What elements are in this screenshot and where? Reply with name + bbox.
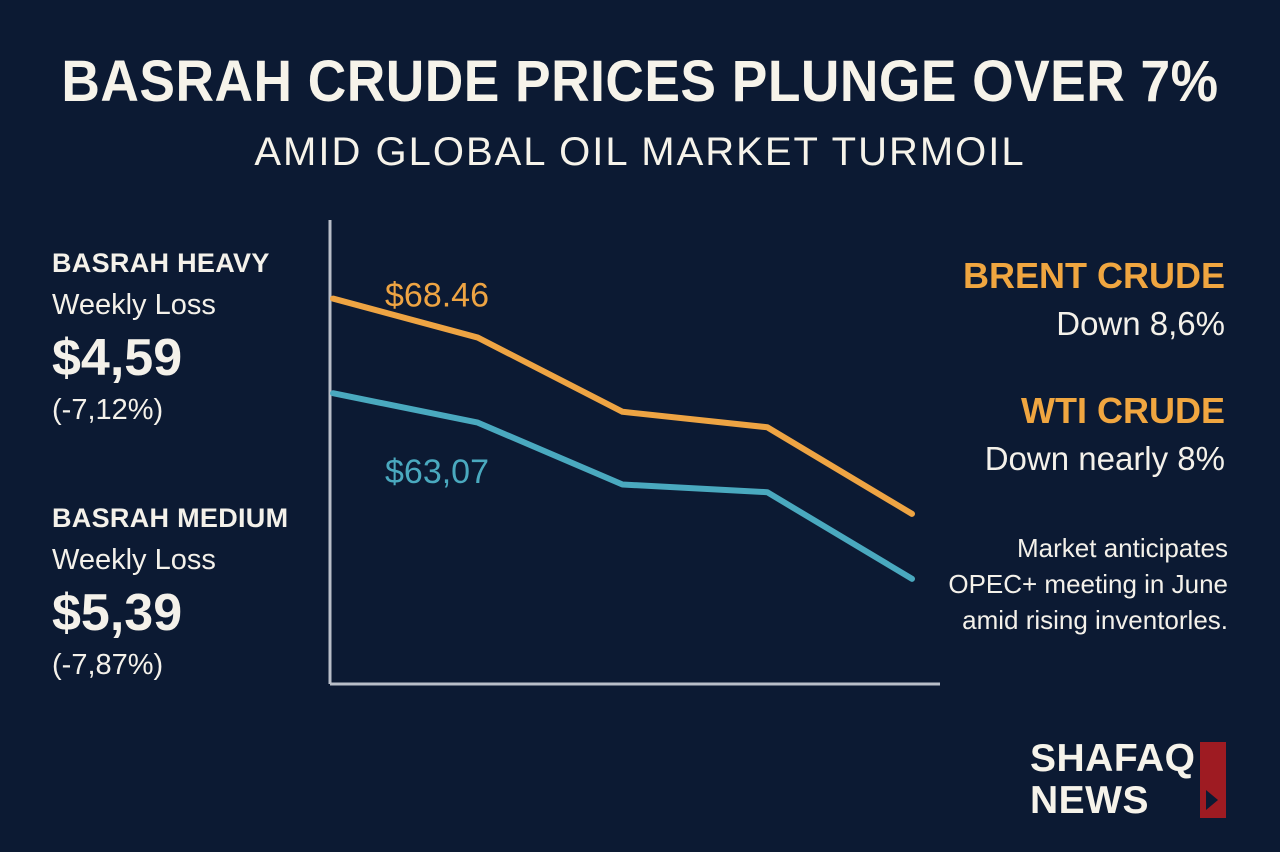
- market-note: Market anticipates OPEC+ meeting in June…: [948, 533, 1228, 635]
- basrah-heavy-panel: BASRAH HEAVY Weekly Loss $4,59 (-7,12%): [52, 248, 270, 427]
- basrah-heavy-name: BASRAH HEAVY: [52, 248, 270, 278]
- logo-mark-icon: [1200, 742, 1226, 818]
- basrah-medium-percent: (-7,87%): [52, 649, 164, 681]
- logo-line-1: SHAFAQ: [1030, 737, 1196, 780]
- basrah-heavy-value: $4,59: [52, 329, 183, 387]
- logo-line-2: NEWS: [1030, 779, 1149, 822]
- wti-panel: WTI CRUDE Down nearly 8%: [985, 390, 1225, 478]
- headline-subtitle: AMID GLOBAL OIL MARKET TURMOIL: [254, 130, 1026, 174]
- basrah-medium-caption: Weekly Loss: [52, 544, 216, 576]
- brent-data-label: $68.46: [385, 277, 489, 315]
- headline-title: BASRAH CRUDE PRICES PLUNGE OVER 7%: [61, 49, 1219, 114]
- wti-name: WTI CRUDE: [1021, 390, 1225, 431]
- basrah-medium-panel: BASRAH MEDIUM Weekly Loss $5,39 (-7,87%): [52, 503, 288, 682]
- brent-name: BRENT CRUDE: [962, 255, 1225, 296]
- brent-panel: BRENT CRUDE Down 8,6%: [963, 255, 1225, 343]
- basrah-heavy-percent: (-7,12%): [52, 394, 164, 426]
- shafaq-news-logo: SHAFAQ NEWS: [1030, 737, 1226, 822]
- basrah-heavy-caption: Weekly Loss: [52, 289, 216, 321]
- wti-detail: Down nearly 8%: [984, 440, 1225, 477]
- wti-data-label: $63,07: [385, 453, 489, 491]
- basrah-medium-value: $5,39: [52, 584, 183, 642]
- basrah-medium-name: BASRAH MEDIUM: [52, 503, 289, 533]
- brent-detail: Down 8,6%: [1056, 305, 1225, 342]
